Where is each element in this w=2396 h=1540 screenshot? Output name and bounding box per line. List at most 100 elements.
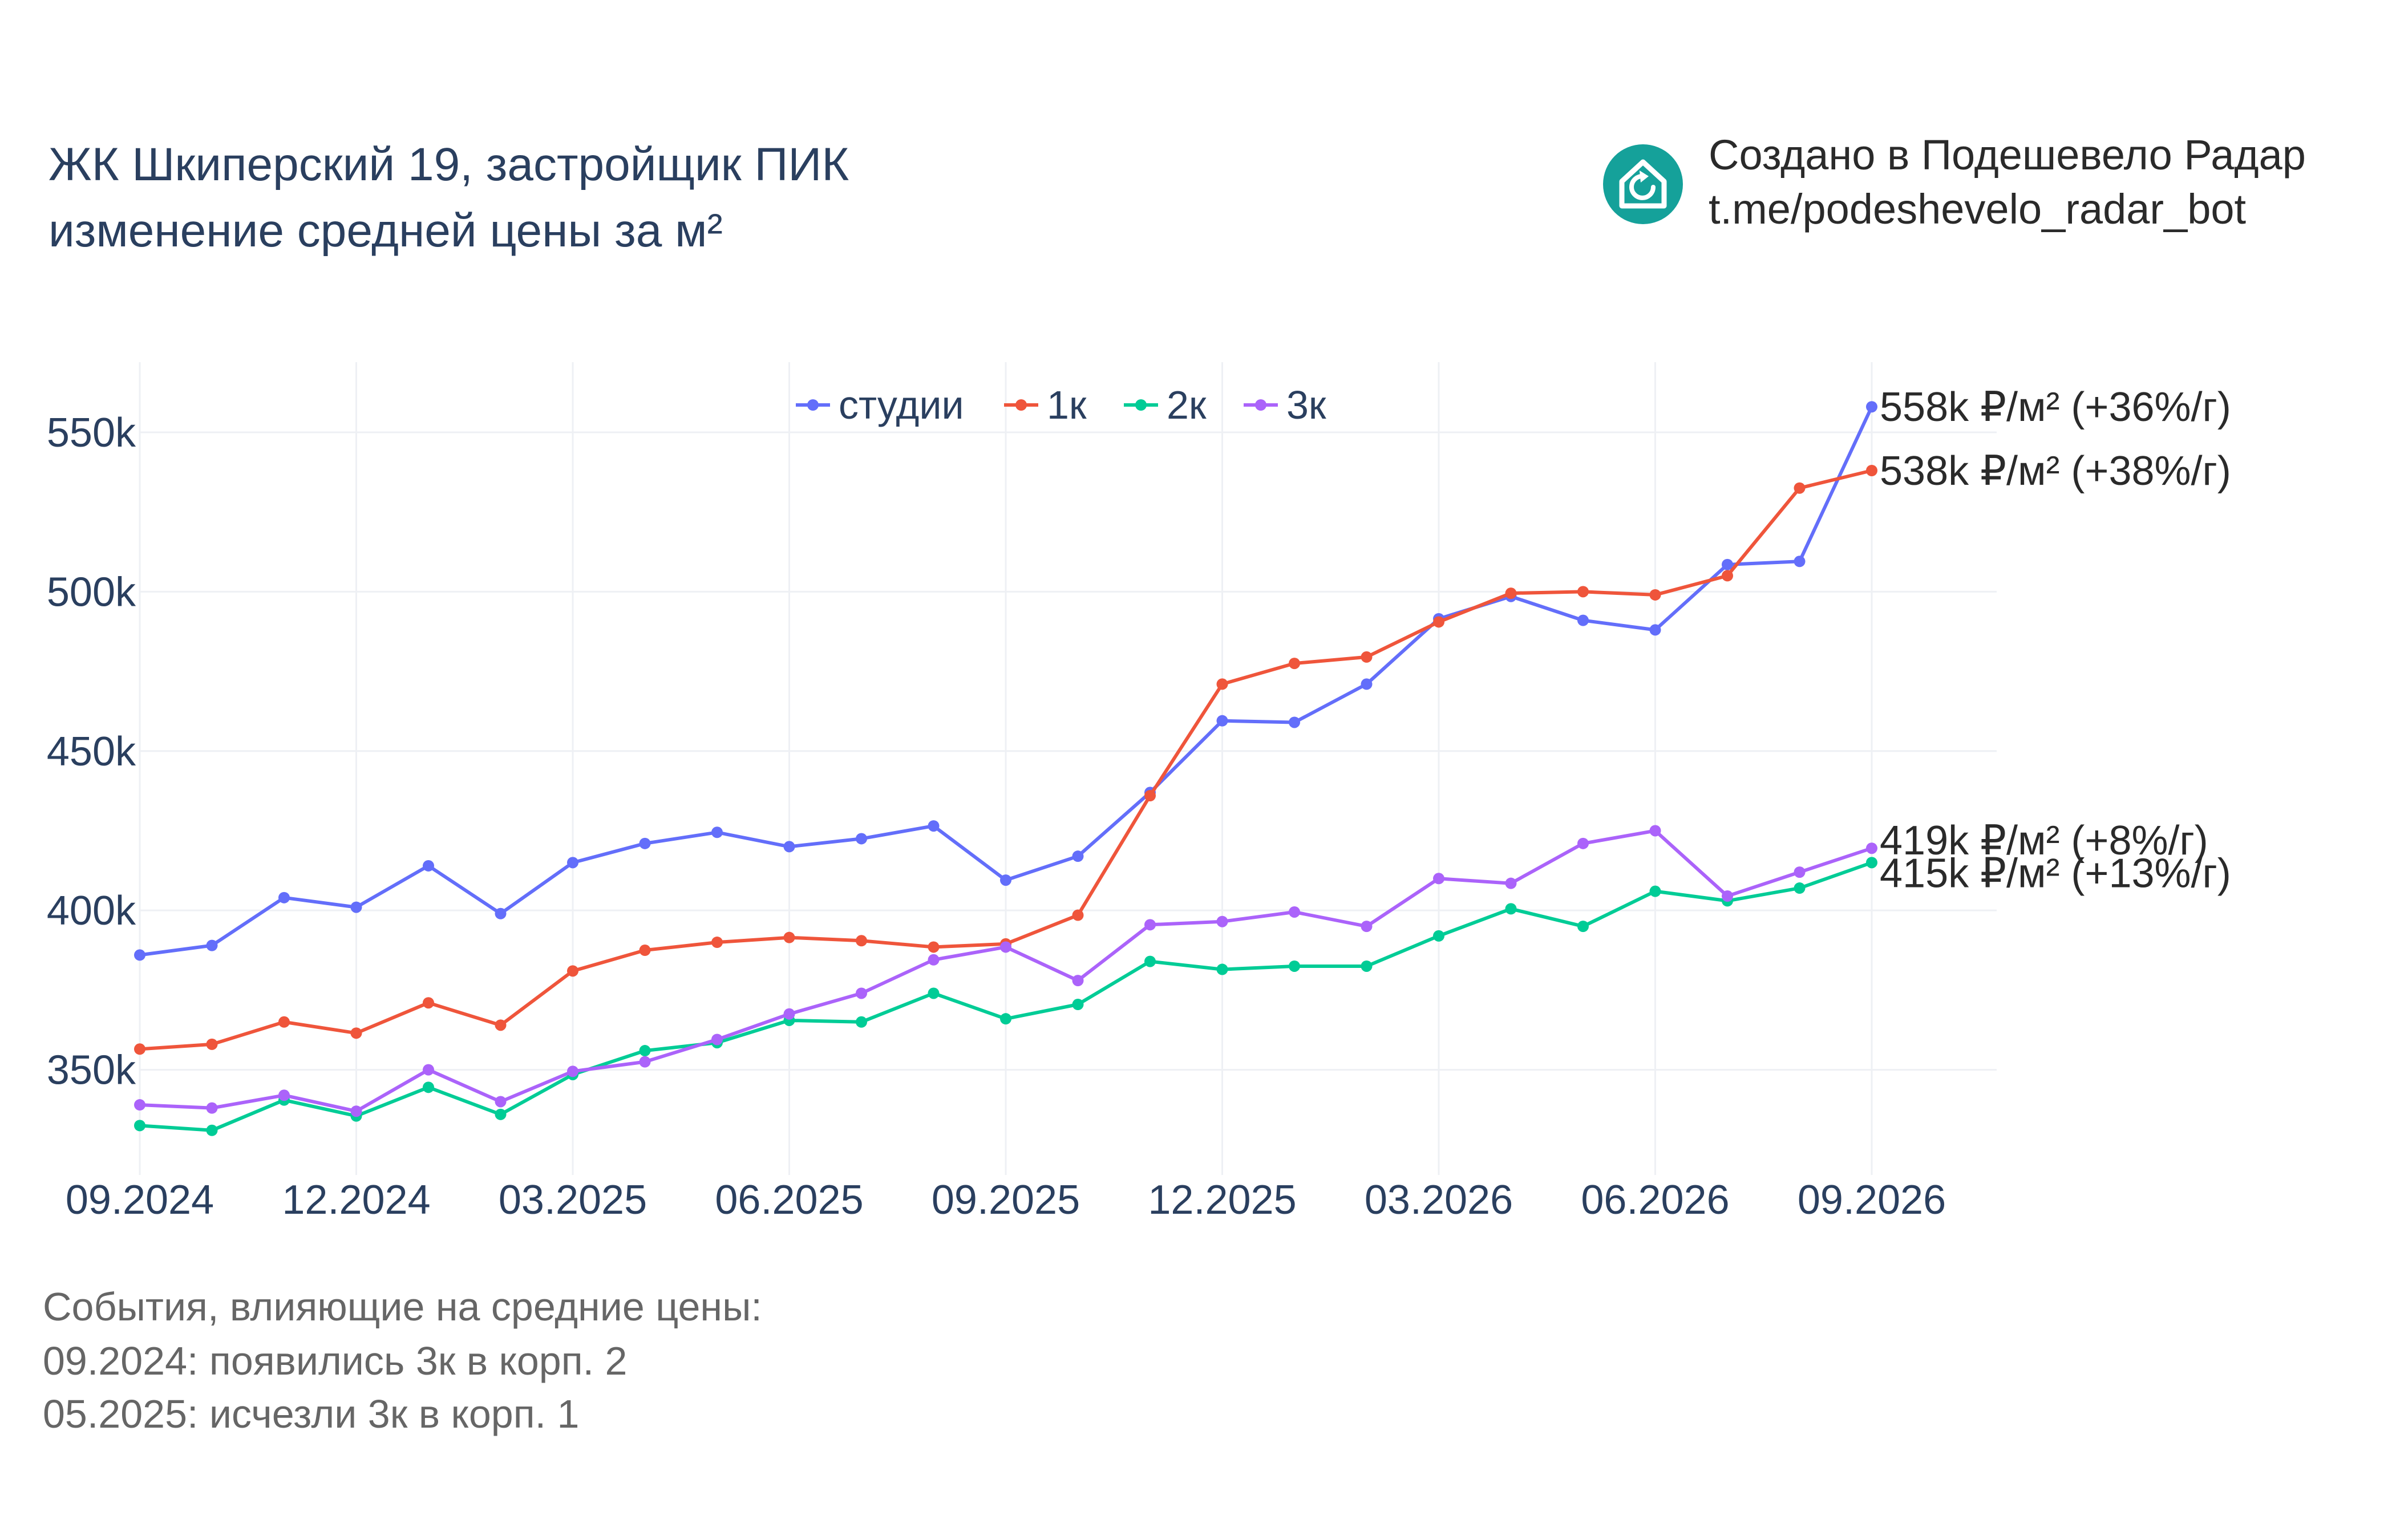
data-point	[206, 939, 218, 951]
data-point	[1505, 877, 1517, 889]
data-point	[134, 1120, 145, 1132]
data-point	[1072, 850, 1084, 862]
data-point	[495, 1108, 507, 1120]
events-block: События, влияющие на средние цены: 09.20…	[43, 1284, 762, 1436]
data-point	[1000, 874, 1011, 886]
y-tick-label: 550k	[47, 410, 136, 456]
data-point	[928, 987, 940, 999]
data-point	[278, 1016, 290, 1028]
data-point	[134, 949, 145, 961]
data-point	[1072, 909, 1084, 921]
data-point	[1722, 890, 1733, 902]
credit-line-1: Создано в Подешевело Радар	[1709, 131, 2306, 179]
chart-title: ЖК Шкиперский 19, застройщик ПИК изменен…	[48, 139, 849, 257]
x-tick-label: 12.2025	[1148, 1177, 1296, 1223]
data-point	[1433, 873, 1444, 885]
data-point	[1866, 857, 1877, 869]
legend-label: студии	[839, 383, 964, 427]
data-point	[423, 860, 434, 872]
legend-label: 3к	[1286, 383, 1326, 427]
end-value-label: 558k ₽/м² (+36%/г)	[1880, 384, 2231, 430]
data-point	[1794, 866, 1806, 878]
data-point	[1577, 837, 1589, 849]
data-point	[928, 954, 940, 966]
events-heading: События, влияющие на средние цены:	[43, 1284, 762, 1329]
data-point	[1361, 651, 1373, 663]
data-point	[1794, 556, 1806, 568]
data-point	[639, 1056, 651, 1068]
legend-item: 2к	[1124, 383, 1207, 427]
data-point	[1072, 975, 1084, 987]
legend-item: 3к	[1244, 383, 1326, 427]
data-point	[206, 1038, 218, 1050]
data-point	[423, 1081, 434, 1093]
data-point	[495, 907, 507, 919]
data-point	[1794, 882, 1806, 894]
event-item-2: 05.2025: исчезли 3к в корп. 1	[43, 1392, 579, 1436]
end-value-label: 415k ₽/м² (+13%/г)	[1880, 850, 2231, 896]
data-point	[1577, 614, 1589, 626]
legend-marker	[1015, 399, 1027, 411]
data-point	[1649, 825, 1661, 837]
data-point	[423, 997, 434, 1009]
data-point	[1216, 963, 1228, 975]
data-point	[278, 891, 290, 903]
data-point	[1649, 885, 1661, 897]
data-point	[1505, 587, 1517, 599]
plot-series	[134, 401, 1877, 1136]
x-tick-label: 06.2025	[715, 1177, 863, 1223]
data-point	[711, 826, 723, 838]
legend-marker	[807, 399, 819, 411]
end-value-label: 419k ₽/м² (+8%/г)	[1880, 818, 2208, 864]
data-point	[495, 1019, 507, 1031]
data-point	[856, 987, 867, 999]
end-labels: 558k ₽/м² (+36%/г) 538k ₽/м² (+38%/г) 415k…	[1880, 384, 2231, 896]
data-point	[1722, 558, 1733, 570]
legend-item: студии	[796, 383, 964, 427]
data-point	[1577, 586, 1589, 598]
data-point	[783, 841, 795, 853]
data-point	[1649, 624, 1661, 636]
data-point	[639, 837, 651, 849]
data-point	[1866, 842, 1877, 854]
data-point	[783, 931, 795, 943]
title-line-2: изменение средней цены за м²	[48, 205, 723, 257]
data-point	[567, 857, 578, 869]
data-point	[350, 1027, 362, 1039]
data-point	[1361, 921, 1373, 933]
data-point	[1577, 921, 1589, 933]
data-point	[1000, 1013, 1011, 1025]
data-point	[1216, 915, 1228, 927]
data-point	[134, 1043, 145, 1055]
data-point	[1289, 716, 1300, 728]
data-point	[1361, 960, 1373, 972]
data-point	[1505, 903, 1517, 915]
data-point	[856, 1016, 867, 1028]
x-tick-label: 06.2026	[1581, 1177, 1729, 1223]
credit-block: Создано в Подешевело Радар t.me/podeshev…	[1603, 131, 2306, 233]
data-point	[856, 935, 867, 947]
data-point	[206, 1124, 218, 1136]
plot-grid	[139, 362, 1997, 1175]
legend-marker	[1255, 399, 1266, 411]
data-point	[206, 1102, 218, 1114]
data-point	[1866, 465, 1877, 476]
legend-label: 1к	[1047, 383, 1087, 427]
data-point	[1289, 658, 1300, 670]
data-point	[1289, 906, 1300, 918]
data-point	[350, 1105, 362, 1117]
data-point	[711, 937, 723, 949]
x-axis: 09.2024 12.2024 03.2025 06.2025 09.2025 12.20…	[66, 1177, 1946, 1223]
y-tick-label: 500k	[47, 569, 136, 615]
x-tick-label: 09.2025	[932, 1177, 1080, 1223]
data-point	[639, 1045, 651, 1057]
y-tick-label: 450k	[47, 729, 136, 775]
data-point	[567, 1065, 578, 1077]
data-point	[1144, 919, 1156, 931]
data-point	[928, 941, 940, 953]
data-point	[1144, 955, 1156, 967]
legend-label: 2к	[1167, 383, 1207, 427]
house-refresh-icon	[1603, 144, 1683, 224]
data-point	[1866, 401, 1877, 413]
